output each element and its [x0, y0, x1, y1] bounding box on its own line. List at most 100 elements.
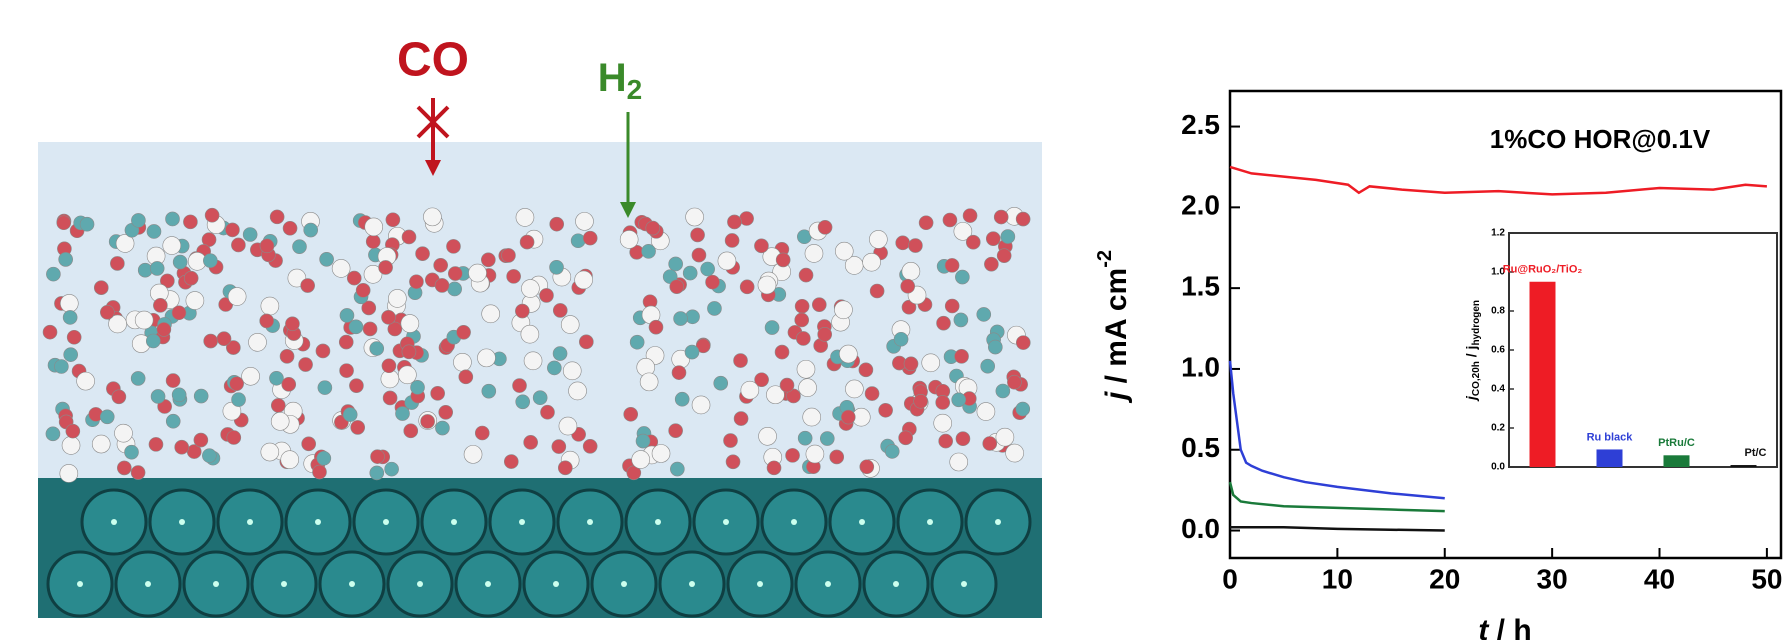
oxide-atom [765, 321, 779, 335]
oxide-atom [860, 460, 874, 474]
oxide-atom [798, 431, 812, 445]
oxide-atom [388, 289, 406, 307]
oxide-atom [914, 394, 928, 408]
oxide-atom [283, 221, 297, 235]
oxide-atom [845, 380, 863, 398]
oxide-atom [894, 332, 908, 346]
oxide-atom [365, 218, 383, 236]
atom-highlight [111, 519, 117, 525]
oxide-atom [1007, 375, 1021, 389]
oxide-atom [632, 451, 650, 469]
oxide-atom [366, 235, 380, 249]
illustration [38, 142, 1042, 618]
bar [1731, 465, 1757, 467]
oxide-atom [386, 213, 400, 227]
oxide-atom [521, 280, 539, 298]
oxide-atom [830, 450, 844, 464]
oxide-atom [302, 437, 316, 451]
oxide-atom [524, 435, 538, 449]
oxide-atom [347, 271, 361, 285]
oxide-atom [799, 379, 817, 397]
oxide-atom [60, 464, 78, 482]
oxide-atom [714, 376, 728, 390]
oxide-atom [759, 427, 777, 445]
oxide-atom [740, 211, 754, 225]
oxide-atom [402, 345, 416, 359]
atom-highlight [689, 581, 695, 587]
oxide-atom [203, 254, 217, 268]
oxide-atom [225, 223, 239, 237]
inset-y-tick-label: 1.2 [1491, 228, 1505, 239]
oxide-atom [859, 363, 873, 377]
oxide-atom [423, 208, 441, 226]
oxide-atom [186, 292, 204, 310]
atom-highlight [417, 581, 423, 587]
atom-highlight [179, 519, 185, 525]
oxide-atom [80, 217, 94, 231]
oxide-atom [879, 403, 893, 417]
line-series [1230, 167, 1767, 194]
oxide-atom [515, 304, 529, 318]
y-tick-label: 2.5 [1181, 109, 1220, 140]
oxide-atom [59, 252, 73, 266]
oxide-atom [135, 311, 153, 329]
x-axis-label: t / h [1478, 614, 1531, 640]
atom-highlight [315, 519, 321, 525]
oxide-atom [381, 310, 395, 324]
oxide-atom [521, 325, 539, 343]
oxide-atom [64, 348, 78, 362]
oxide-atom [806, 445, 824, 463]
oxide-atom [77, 372, 95, 390]
oxide-atom [896, 236, 910, 250]
atom-highlight [859, 519, 865, 525]
oxide-atom [281, 451, 299, 469]
oxide-atom [955, 270, 969, 284]
oxide-atom [131, 466, 145, 480]
annotation: 1%CO HOR@0.1V [1490, 124, 1711, 154]
oxide-atom [950, 453, 968, 471]
atom-highlight [655, 519, 661, 525]
atom-highlight [213, 581, 219, 587]
oxide-atom [317, 451, 331, 465]
inset-y-sub2: hydrogen [1471, 300, 1482, 346]
oxide-atom [435, 278, 449, 292]
oxide-atom [217, 332, 231, 346]
bar-label: PtRu/C [1658, 437, 1695, 449]
oxide-atom [351, 420, 365, 434]
x-tick-label: 20 [1429, 563, 1460, 594]
oxide-atom [184, 271, 198, 285]
atom-highlight [349, 581, 355, 587]
oxide-atom [301, 279, 315, 293]
oxide-atom [986, 232, 1000, 246]
oxide-atom [163, 237, 181, 255]
bar-label: Ru@RuO₂/TiO₂ [1503, 264, 1583, 276]
oxide-atom [57, 216, 71, 230]
oxide-atom [701, 262, 715, 276]
oxide-atom [945, 258, 959, 272]
oxide-atom [228, 288, 246, 306]
oxide-atom [173, 255, 187, 269]
oxide-atom [147, 224, 161, 238]
oxide-atom [131, 371, 145, 385]
oxide-atom [579, 335, 593, 349]
oxide-atom [46, 267, 60, 281]
oxide-atom [270, 210, 284, 224]
oxide-atom [922, 354, 940, 372]
oxide-atom [723, 434, 737, 448]
atom-highlight [927, 519, 933, 525]
oxide-atom [131, 213, 145, 227]
atom-highlight [485, 581, 491, 587]
oxide-atom [758, 276, 776, 294]
x-tick-label: 10 [1322, 563, 1353, 594]
oxide-atom [865, 387, 879, 401]
oxide-atom [812, 298, 826, 312]
oxide-atom [674, 312, 688, 326]
oxide-atom [550, 260, 564, 274]
oxide-atom [370, 341, 384, 355]
inset-y-sub: CO,20h [1471, 361, 1482, 396]
oxide-atom [885, 444, 899, 458]
oxide-atom [401, 315, 419, 333]
oxide-atom [727, 215, 741, 229]
oxide-atom [271, 398, 285, 412]
oxide-atom [66, 424, 80, 438]
